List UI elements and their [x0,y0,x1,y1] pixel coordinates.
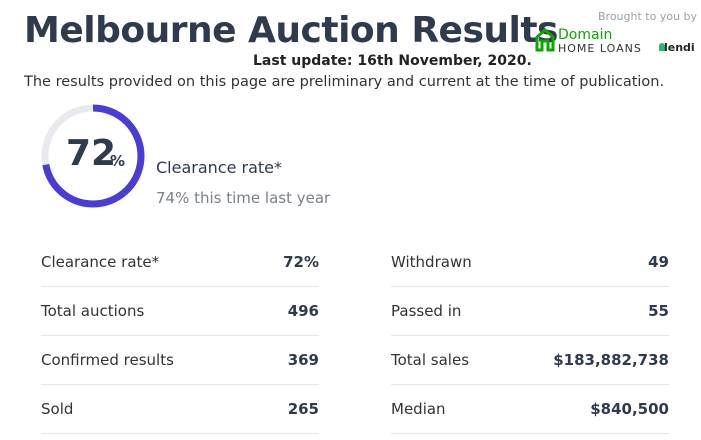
stat-row: Total sales $183,882,738 [391,336,669,385]
gauge-comparison: 74% this time last year [156,189,331,207]
stat-row: Median $840,500 [391,385,669,434]
gauge-arc [41,104,145,208]
gauge-value: 72 [66,133,117,174]
stat-label: Passed in [391,302,462,320]
stat-value: 369 [287,351,319,369]
stat-label: Total sales [391,351,470,369]
stat-value: 496 [287,302,319,320]
stat-row: Passed in 55 [391,287,669,336]
stat-row: Sold 265 [41,385,319,434]
stat-row: Clearance rate* 72% [41,238,319,287]
stat-label: Clearance rate* [41,253,160,271]
stat-value: 265 [287,400,319,418]
stat-label: Confirmed results [41,351,174,369]
stat-value: 72% [283,253,319,271]
stat-row: Confirmed results 369 [41,336,319,385]
stat-value: $840,500 [590,400,669,418]
gauge-label: Clearance rate* [156,158,283,177]
stat-label: Total auctions [41,302,145,320]
stat-value: 49 [648,253,669,271]
gauge [41,104,145,208]
sponsor-brand[interactable]: Domain [558,27,613,43]
partner-icon [659,43,665,51]
stat-value: $183,882,738 [553,351,669,369]
stat-label: Withdrawn [391,253,472,271]
description: The results provided on this page are pr… [24,74,665,90]
stat-value: 55 [648,302,669,320]
stats-right: Withdrawn 49 Passed in 55 Total sales $183,88… [391,238,669,434]
sponsor-note: Brought to you by [598,10,698,23]
stat-label: Median [391,400,446,418]
title: Melbourne Auction Results [24,10,559,51]
stat-row: Total auctions 496 [41,287,319,336]
gauge-unit: % [110,152,126,170]
last-update: Last update: 16th November, 2020. [253,53,532,69]
partner[interactable]: lendi [664,41,695,54]
logo-icon [535,28,555,52]
sponsor-product[interactable]: HOME LOANS [558,42,642,55]
stat-row: Withdrawn 49 [391,238,669,287]
stat-label: Sold [41,400,74,418]
stats-left: Clearance rate* 72% Total auctions 496 Confi… [41,238,319,434]
